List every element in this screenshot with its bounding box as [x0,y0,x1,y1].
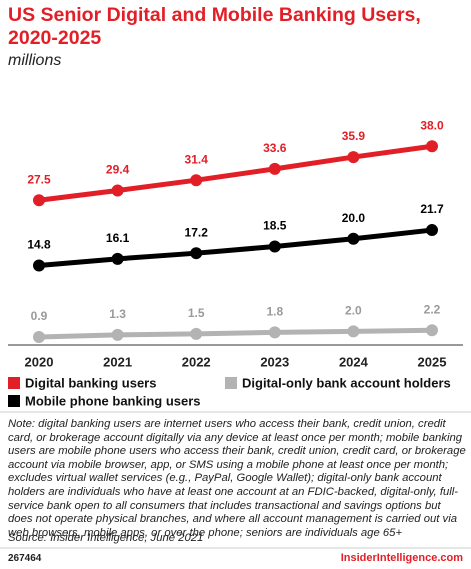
data-point [347,325,360,338]
series-line [38,227,433,269]
x-tick-label: 2023 [260,354,289,369]
x-tick-label: 2024 [339,354,369,369]
data-label: 38.0 [420,118,444,132]
note: Note: digital banking users are internet… [8,418,466,539]
data-label: 0.9 [31,309,48,323]
data-point [190,174,203,187]
data-point [347,232,360,245]
data-point [347,151,360,164]
data-label: 20.0 [342,211,366,225]
chart-id: 267464 [8,553,42,564]
data-label: 14.8 [27,238,51,252]
data-label: 17.2 [185,225,209,239]
data-point [190,327,203,340]
legend-label: Mobile phone banking users [25,393,201,408]
data-label: 2.0 [345,303,362,317]
data-label: 1.8 [266,305,283,319]
legend-swatch [225,377,237,389]
x-tick-label: 2020 [25,354,54,369]
data-label: 21.7 [420,202,444,216]
brand: InsiderIntelligence.com [340,552,463,564]
data-point [190,247,203,260]
legend-swatch [8,395,20,407]
series-line [38,143,433,203]
legend-swatch [8,377,20,389]
data-point [33,330,45,343]
data-label: 35.9 [342,129,366,143]
data-label: 1.3 [109,307,126,321]
data-point [33,259,45,272]
data-label: 1.5 [188,306,205,320]
x-tick-label: 2025 [418,354,447,369]
data-point [426,224,438,237]
legend-label: Digital banking users [25,375,156,390]
chart-title: US Senior Digital and Mobile Banking Use… [8,4,421,49]
data-point [426,324,438,337]
source: Source: Insider Intelligence, June 2021 [8,532,204,544]
x-tick-label: 2022 [182,354,211,369]
data-point [268,162,281,175]
data-label: 2.2 [424,302,441,316]
data-point [268,240,281,253]
data-label: 18.5 [263,219,287,233]
data-point [268,326,281,339]
data-label: 33.6 [263,141,287,155]
data-point [111,328,124,341]
series-line [38,327,433,340]
data-label: 27.5 [27,172,51,186]
data-point [426,140,438,153]
data-label: 16.1 [106,231,130,245]
data-point [111,184,124,197]
data-point [111,252,124,265]
data-label: 31.4 [185,152,209,166]
x-tick-label: 2021 [103,354,132,369]
legend-label: Digital-only bank account holders [242,375,451,390]
data-point [33,194,45,207]
chart-subtitle: millions [8,52,62,69]
data-label: 29.4 [106,163,130,177]
